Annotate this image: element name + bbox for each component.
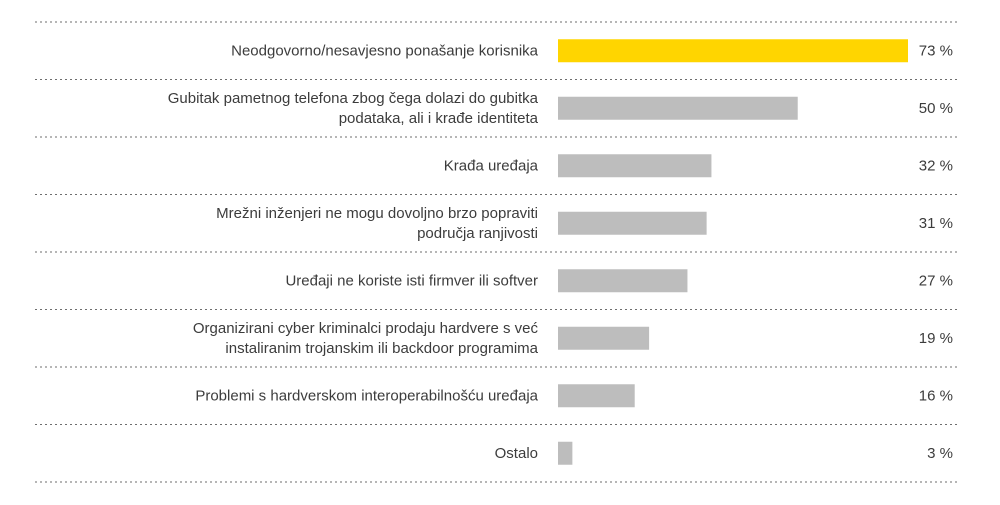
value-label: 50 %	[919, 100, 953, 117]
value-label: 3 %	[927, 445, 953, 462]
value-label: 27 %	[919, 272, 953, 289]
bar	[558, 326, 650, 350]
category-label: Neodgovorno/nesavjesno ponašanje korisni…	[231, 42, 539, 59]
value-label: 73 %	[919, 42, 953, 59]
category-label: područja ranjivosti	[417, 225, 538, 242]
bar	[558, 384, 635, 408]
category-label: Krađa uređaja	[444, 157, 539, 174]
bar	[558, 211, 707, 235]
value-label: 31 %	[919, 215, 953, 232]
category-label: Organizirani cyber kriminalci prodaju ha…	[193, 320, 539, 337]
value-label: 19 %	[919, 330, 953, 347]
bar	[558, 39, 908, 63]
category-label: Uređaji ne koriste isti firmver ili soft…	[285, 272, 538, 289]
category-label: Ostalo	[495, 445, 538, 462]
category-label: Gubitak pametnog telefona zbog čega dola…	[168, 90, 539, 107]
category-label: Problemi s hardverskom interoperabilnošć…	[195, 387, 538, 404]
bar	[558, 154, 712, 178]
category-label: Mrežni inženjeri ne mogu dovoljno brzo p…	[216, 205, 538, 222]
bar	[558, 96, 798, 120]
value-label: 32 %	[919, 157, 953, 174]
bar	[558, 269, 688, 293]
value-label: 16 %	[919, 387, 953, 404]
category-label: instaliranim trojanskim ili backdoor pro…	[225, 340, 538, 357]
bar	[558, 441, 573, 465]
category-label: podataka, ali i krađe identiteta	[339, 110, 539, 127]
